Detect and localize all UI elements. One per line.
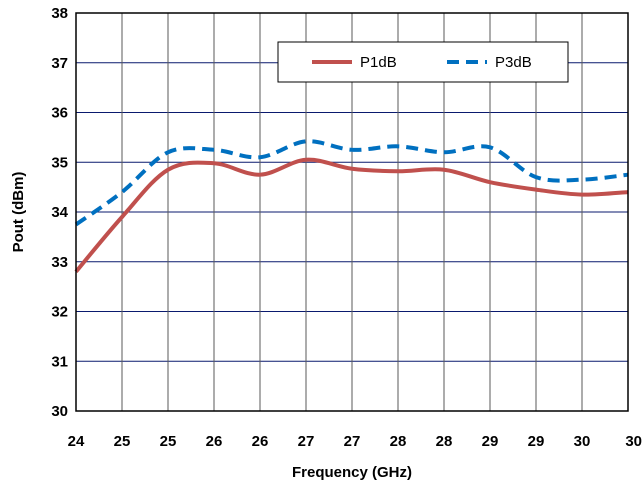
legend-label-p3db: P3dB xyxy=(495,54,532,71)
legend: P1dB P3dB xyxy=(277,41,569,83)
legend-label-p1db: P1dB xyxy=(360,54,397,71)
x-tick-label: 27 xyxy=(344,433,361,450)
y-tick-label: 34 xyxy=(51,204,68,221)
x-tick-label: 30 xyxy=(625,433,642,450)
y-tick-label: 30 xyxy=(51,403,68,420)
y-tick-label: 32 xyxy=(51,304,68,321)
x-tick-label: 28 xyxy=(436,433,453,450)
x-tick-label: 27 xyxy=(298,433,315,450)
y-tick-label: 35 xyxy=(51,154,68,171)
y-tick-label: 33 xyxy=(51,254,68,271)
series-line-p1db xyxy=(74,157,629,273)
series-lines xyxy=(74,139,629,273)
series-line-p3db xyxy=(74,139,629,227)
plot-border xyxy=(75,12,629,412)
y-tick-label: 38 xyxy=(51,5,68,22)
y-axis-title: Pout (dBm) xyxy=(10,172,27,253)
x-tick-label: 29 xyxy=(528,433,545,450)
x-tick-label: 28 xyxy=(390,433,407,450)
x-tick-label: 25 xyxy=(160,433,177,450)
y-tick-label: 31 xyxy=(51,353,68,370)
y-axis-ticks: 30 31 32 33 34 35 36 37 38 xyxy=(51,5,68,420)
y-tick-label: 36 xyxy=(51,105,68,122)
x-axis-ticks: 24 25 25 26 26 27 27 28 28 29 29 30 30 xyxy=(68,433,642,450)
x-tick-label: 24 xyxy=(68,433,85,450)
x-tick-label: 25 xyxy=(114,433,131,450)
y-tick-label: 37 xyxy=(51,55,68,72)
x-tick-label: 26 xyxy=(252,433,269,450)
x-axis-title: Frequency (GHz) xyxy=(292,464,412,481)
x-tick-label: 26 xyxy=(206,433,223,450)
x-tick-label: 29 xyxy=(482,433,499,450)
x-tick-label: 30 xyxy=(574,433,591,450)
